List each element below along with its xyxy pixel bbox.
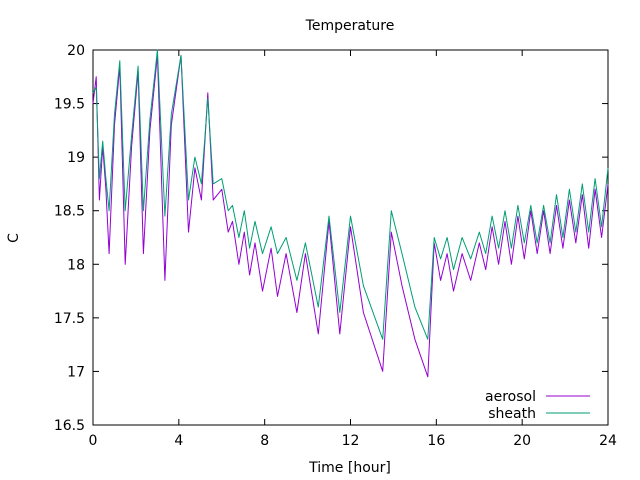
- y-tick-label: 19.5: [54, 97, 85, 113]
- series-line-sheath: [92, 49, 609, 340]
- x-tick-label: 16: [427, 433, 445, 449]
- y-tick-label: 18.5: [54, 204, 85, 220]
- x-tick-label: 24: [599, 433, 617, 449]
- x-tick-label: 12: [342, 433, 360, 449]
- x-axis: 0 4 8 12 16 20 24: [89, 50, 617, 449]
- series-line-aerosol: [92, 54, 609, 378]
- x-tick-label: 0: [89, 433, 98, 449]
- y-tick-label: 18: [67, 257, 85, 273]
- y-tick-label: 17: [67, 364, 85, 380]
- chart-title: Temperature: [305, 18, 395, 34]
- x-tick-label: 8: [260, 433, 269, 449]
- y-axis: 16.5 17 17.5 18 18.5 19 19.5 20: [54, 43, 608, 434]
- y-tick-label: 16.5: [54, 418, 85, 434]
- x-tick-label: 4: [174, 433, 183, 449]
- x-tick-label: 20: [513, 433, 531, 449]
- y-tick-label: 20: [67, 43, 85, 59]
- y-tick-label: 17.5: [54, 311, 85, 327]
- legend-label-aerosol: aerosol: [485, 389, 536, 405]
- y-axis-label: C: [6, 233, 22, 243]
- x-axis-label: Time [hour]: [308, 460, 391, 476]
- series-lines: [92, 49, 609, 378]
- y-tick-label: 19: [67, 150, 85, 166]
- legend-label-sheath: sheath: [488, 406, 536, 422]
